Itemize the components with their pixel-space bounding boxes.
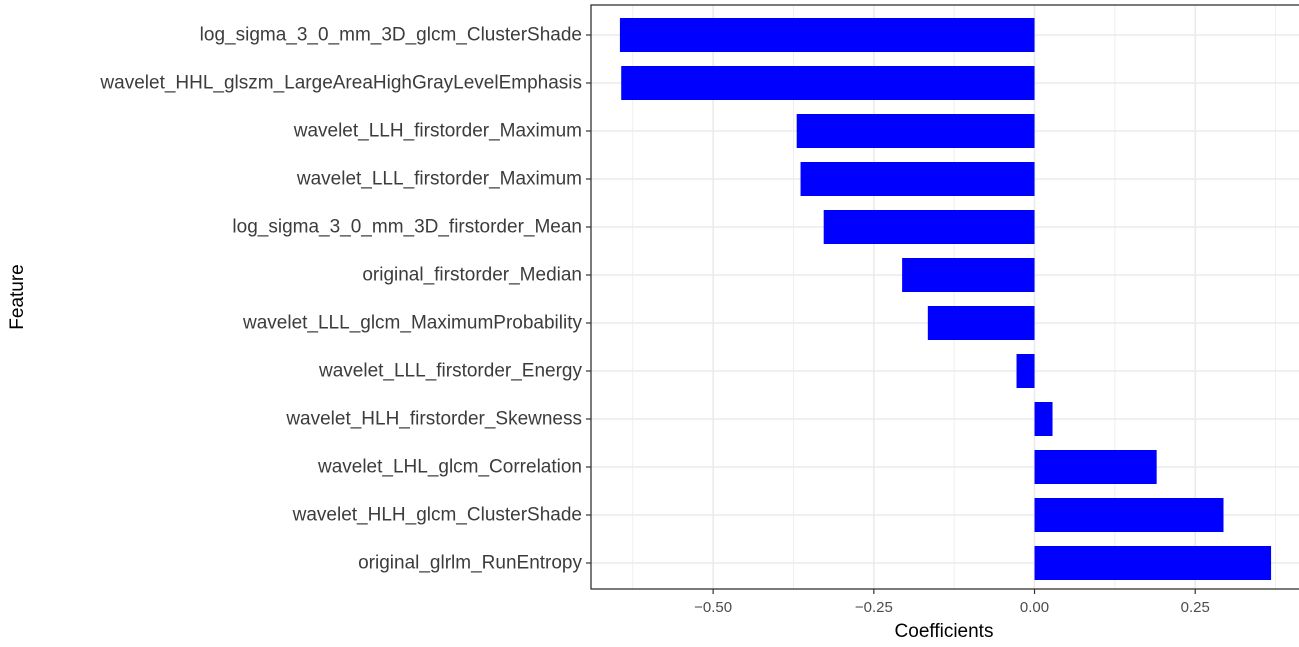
y-tick-label: wavelet_HHL_glszm_LargeAreaHighGrayLevel… bbox=[99, 73, 582, 94]
y-tick-label: log_sigma_3_0_mm_3D_firstorder_Mean bbox=[232, 217, 582, 238]
bar-log_sigma_3_0_mm_3D_firstorder_Mean bbox=[823, 210, 1035, 244]
x-tick-label: −0.50 bbox=[694, 599, 732, 616]
y-axis-ticks: log_sigma_3_0_mm_3D_glcm_ClusterShadewav… bbox=[99, 25, 591, 574]
x-axis-title: Coefficients bbox=[895, 621, 994, 642]
y-tick-label: wavelet_HLH_glcm_ClusterShade bbox=[292, 505, 582, 526]
y-tick-label: original_glrlm_RunEntropy bbox=[358, 553, 582, 574]
y-tick-label: log_sigma_3_0_mm_3D_glcm_ClusterShade bbox=[200, 25, 582, 46]
x-tick-label: 0.25 bbox=[1181, 599, 1210, 616]
y-tick-label: wavelet_LLH_firstorder_Maximum bbox=[293, 121, 582, 142]
bar-wavelet_HLH_firstorder_Skewness bbox=[1034, 402, 1053, 436]
panel-border bbox=[590, 4, 1299, 590]
y-tick-label: wavelet_LLL_firstorder_Energy bbox=[318, 361, 582, 382]
bar-wavelet_HHL_glszm_LargeAreaHighGrayLevelEmphasis bbox=[621, 66, 1035, 100]
x-axis-ticks: −0.50 −0.25 0.00 0.25 bbox=[694, 589, 1210, 616]
y-tick-label: wavelet_LLL_firstorder_Maximum bbox=[296, 169, 582, 190]
y-axis-title: Feature bbox=[7, 264, 28, 329]
y-tick-label: wavelet_LLL_glcm_MaximumProbability bbox=[242, 313, 582, 334]
x-tick-label: −0.25 bbox=[855, 599, 893, 616]
bar-wavelet_LLH_firstorder_Maximum bbox=[796, 114, 1035, 148]
bar-wavelet_LLL_firstorder_Energy bbox=[1016, 354, 1035, 388]
bar-wavelet_LLL_glcm_MaximumProbability bbox=[927, 306, 1035, 340]
bar-wavelet_HLH_glcm_ClusterShade bbox=[1034, 498, 1224, 532]
bars-layer bbox=[619, 18, 1272, 580]
bar-wavelet_LHL_glcm_Correlation bbox=[1034, 450, 1157, 484]
bar-original_firstorder_Median bbox=[902, 258, 1035, 292]
y-tick-label: original_firstorder_Median bbox=[362, 265, 582, 286]
bar-log_sigma_3_0_mm_3D_glcm_ClusterShade bbox=[619, 18, 1035, 52]
y-tick-label: wavelet_LHL_glcm_Correlation bbox=[317, 457, 582, 478]
bar-original_glrlm_RunEntropy bbox=[1034, 546, 1272, 580]
bar-wavelet_LLL_firstorder_Maximum bbox=[800, 162, 1035, 196]
y-tick-label: wavelet_HLH_firstorder_Skewness bbox=[285, 409, 582, 430]
x-tick-label: 0.00 bbox=[1020, 599, 1049, 616]
